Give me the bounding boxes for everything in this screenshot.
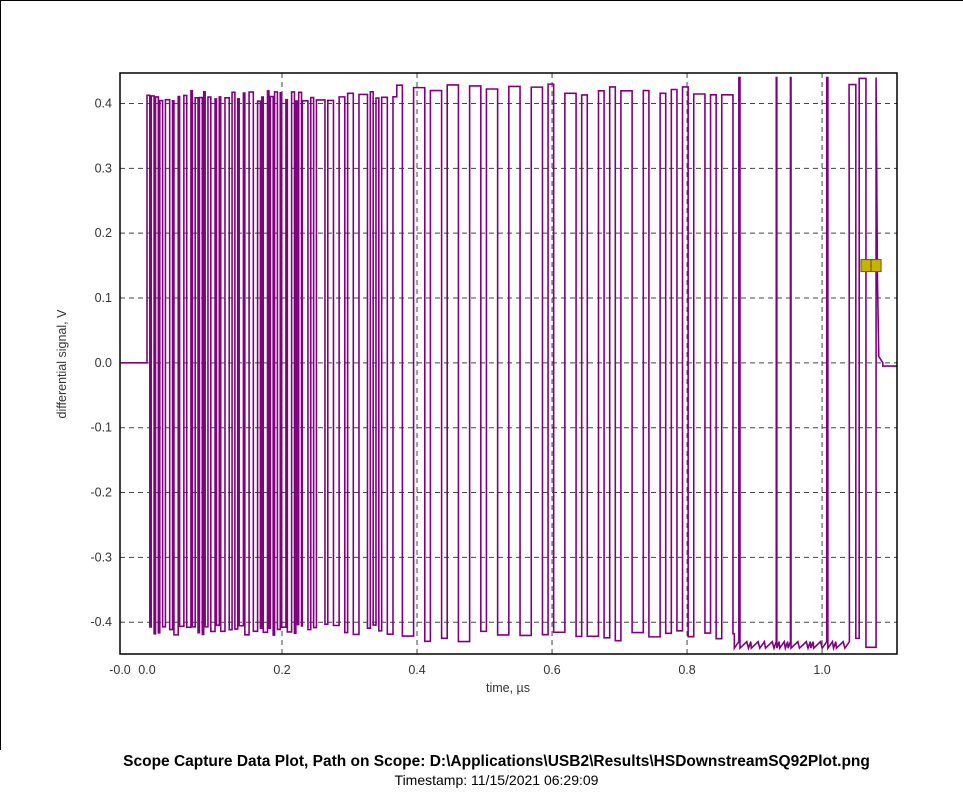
x-tick-label: 0.6 [543,663,560,677]
y-axis-label: differential signal, V [55,309,69,419]
signal-line [120,76,897,652]
cursor-marker [870,259,882,273]
frame-top-border [0,0,963,1]
scope-plot: -0.0 0.0 0.2 0.4 0.6 0.8 1.0 0.40.30.20.10.0-0… [55,72,898,695]
signal-trace [120,76,897,652]
y-tick-label: 0.1 [95,291,112,305]
y-tick-label: -0.3 [90,550,112,564]
x-tick-labels: -0.0 0.0 0.2 0.4 0.6 0.8 1.0 [109,663,831,677]
frame-left-border [0,0,1,750]
y-tick-labels: 0.4 0.3 0.2 0.1 0.0 -0.1 -0.2 -0.3 -0.4 [90,96,112,629]
markers [860,259,882,273]
y-tick-label: 0.2 [95,226,112,240]
y-tick-label: -0.1 [90,421,112,435]
x-tick-label: 0.2 [273,663,290,677]
caption-timestamp: Timestamp: 11/15/2021 06:29:09 [394,772,599,788]
x-tick-label: 1.0 [813,663,830,677]
y-tick-label: -0.4 [90,615,112,629]
y-tick-label: 0.3 [95,161,112,175]
plot-frame [119,72,898,655]
x-tick-label: -0.0 [109,663,131,677]
x-tick-label: 0.4 [408,663,425,677]
x-axis-label: time, µs [486,681,530,695]
cursor-marker [860,259,872,273]
x-tick-label: 0.8 [678,663,695,677]
y-tick-label: -0.2 [90,486,112,500]
x-tick-label: 0.0 [138,663,155,677]
caption-title: Scope Capture Data Plot, Path on Scope: … [123,753,870,770]
y-tick-label: 0.0 [95,356,112,370]
y-tick-label: 0.4 [95,96,112,110]
